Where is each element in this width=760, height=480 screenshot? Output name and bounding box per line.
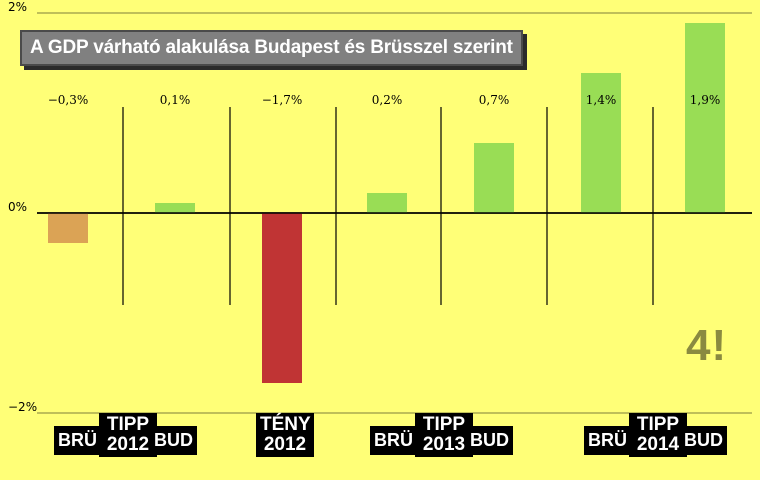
label-tipp-2014-text: TIPP 2014 (636, 414, 680, 455)
bar-7 (685, 23, 725, 213)
logo: 4! (686, 321, 728, 370)
value-label: −1,7% (262, 93, 303, 107)
label-tipp-2014: TIPP 2014 (629, 413, 687, 457)
label-bru-2012: BRÜ (54, 426, 101, 455)
label-tipp-2013: TIPP 2013 (415, 413, 473, 457)
bar-6 (581, 73, 621, 213)
value-label: 1,4% (586, 93, 617, 107)
label-teny-2012-text: TÉNY 2012 (260, 414, 311, 455)
label-bud-2014: BUD (680, 426, 727, 455)
bar-2 (155, 203, 195, 213)
bar-5 (474, 143, 514, 213)
y-tick-label: −2% (8, 400, 37, 414)
bar-3 (262, 213, 302, 383)
value-label: 0,2% (372, 93, 403, 107)
value-label: 1,9% (690, 93, 721, 107)
label-bru-2013: BRÜ (370, 426, 417, 455)
label-teny-2012: TÉNY 2012 (256, 413, 314, 457)
label-tipp-2012-text: TIPP 2012 (106, 414, 150, 455)
value-label: −0,3% (48, 93, 89, 107)
label-tipp-2012: TIPP 2012 (99, 413, 157, 457)
label-bru-2014: BRÜ (584, 426, 631, 455)
y-tick-label: 0% (8, 200, 27, 214)
label-bud-2013: BUD (466, 426, 513, 455)
bar-1 (48, 213, 88, 243)
y-tick-label: 2% (8, 0, 27, 14)
chart-title: A GDP várható alakulása Budapest és Brüs… (20, 30, 523, 66)
bar-4 (367, 193, 407, 213)
value-label: 0,1% (160, 93, 191, 107)
value-label: 0,7% (479, 93, 510, 107)
label-tipp-2013-text: TIPP 2013 (422, 414, 466, 455)
label-bud-2012: BUD (150, 426, 197, 455)
